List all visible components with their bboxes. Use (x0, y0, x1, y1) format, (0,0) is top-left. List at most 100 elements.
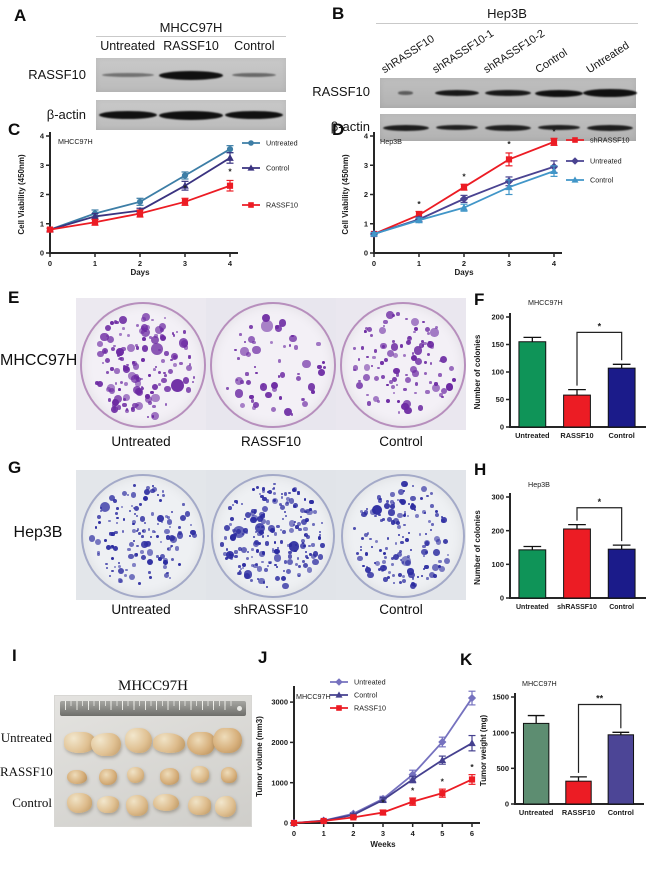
colony-dot (419, 343, 424, 348)
colony-dot (318, 534, 321, 537)
colony-dot (359, 549, 362, 552)
colony-dot (180, 514, 187, 521)
colony-dot (282, 345, 286, 349)
colony-dot (121, 530, 125, 533)
colony-dot (288, 344, 292, 348)
colony-dot (151, 384, 158, 391)
colony-dot (435, 512, 440, 517)
colony-dot (392, 314, 396, 318)
svg-text:0: 0 (284, 819, 288, 828)
colony-dot (128, 553, 134, 560)
svg-text:4: 4 (40, 132, 45, 141)
svg-text:3: 3 (507, 259, 511, 268)
colony-dot (135, 344, 138, 347)
colony-dot (182, 377, 190, 385)
colony-dot (364, 533, 369, 537)
colony-dot (164, 351, 169, 356)
tumor (190, 765, 210, 783)
colony-dot (163, 371, 167, 375)
colony-dot (254, 509, 258, 513)
colony-dot (105, 562, 108, 566)
colony-dot (435, 539, 442, 545)
colony-dot (321, 361, 325, 365)
colony-dot (109, 320, 115, 326)
colony-dot (409, 548, 412, 551)
svg-text:2: 2 (40, 190, 44, 199)
colony-dot (129, 542, 134, 548)
colony-dot (239, 567, 242, 571)
colony-dot (373, 395, 380, 402)
colony-dot (374, 560, 381, 567)
colony-dot (160, 334, 165, 338)
colony-dot (427, 520, 431, 524)
colony-dot (235, 389, 244, 398)
colony-dot (387, 571, 392, 575)
colony-dot (240, 380, 245, 384)
colony-dot (300, 519, 307, 526)
colony-dot (118, 388, 121, 391)
colony-dot (251, 508, 256, 513)
colony-dot (312, 522, 315, 526)
colony-dot (277, 374, 281, 378)
svg-text:2000: 2000 (271, 738, 288, 747)
colony-dot (399, 540, 404, 545)
colony-dot (366, 355, 369, 359)
colony-dot (261, 519, 266, 524)
colony-dot (245, 351, 251, 357)
colony-dot (398, 488, 405, 495)
colony-dot (414, 391, 417, 395)
colony-dot (253, 401, 260, 408)
colony-dot (115, 320, 119, 325)
colony-dot (390, 520, 396, 525)
colony-dot (413, 326, 419, 332)
colony-dot (265, 520, 270, 525)
svg-text:4: 4 (364, 132, 369, 141)
colony-dot (427, 340, 432, 345)
panel-letter-g: G (8, 458, 22, 477)
colony-dot (125, 409, 130, 414)
colony-dot (356, 382, 363, 390)
colony-dot (358, 379, 361, 383)
colony-dot (413, 508, 416, 512)
colony-dot (428, 344, 432, 348)
colony-dot (159, 541, 162, 544)
svg-text:3: 3 (183, 259, 187, 268)
colony-dot (110, 556, 114, 560)
colony-dot (317, 554, 323, 560)
colony-dot (170, 358, 173, 362)
svg-text:1000: 1000 (271, 778, 288, 787)
colony-dot (166, 571, 169, 575)
colony-dot (294, 562, 298, 566)
colony-dot (230, 516, 235, 521)
colony-dot (405, 373, 408, 377)
dish-label: Control (379, 434, 423, 449)
colony-dot (167, 368, 173, 374)
xenograft-row-untreated: Untreated (0, 730, 52, 745)
colony-dot (156, 555, 159, 558)
colony-dot (364, 329, 368, 333)
tumor (187, 796, 211, 815)
colony-dot (384, 503, 391, 509)
colony-dot (157, 515, 164, 522)
colony-dish-photo (206, 298, 336, 430)
colony-dot (431, 383, 440, 392)
colony-dot (176, 532, 184, 539)
svg-text:150: 150 (491, 340, 504, 349)
colony-dot (136, 387, 143, 394)
colony-dot (248, 324, 254, 330)
colony-dot (367, 571, 374, 579)
colony-dot (382, 560, 387, 565)
colony-dot (95, 539, 102, 546)
colony-dot (377, 366, 380, 370)
line-chart-viability-hep3b: 0 1 2 3 4 Cell Viability (450nm) Hep3B 0 1 2 3 4 Day… (341, 127, 630, 277)
colony-dot (422, 545, 426, 549)
colony-dot (397, 399, 401, 403)
colony-dot (170, 378, 185, 392)
colony-dot (438, 559, 443, 564)
colony-dot (149, 336, 152, 339)
tumor (187, 732, 215, 755)
colony-dot (300, 508, 306, 514)
panel-letter-j: J (258, 648, 268, 667)
protein-band (98, 111, 157, 119)
colony-dot (320, 521, 323, 525)
